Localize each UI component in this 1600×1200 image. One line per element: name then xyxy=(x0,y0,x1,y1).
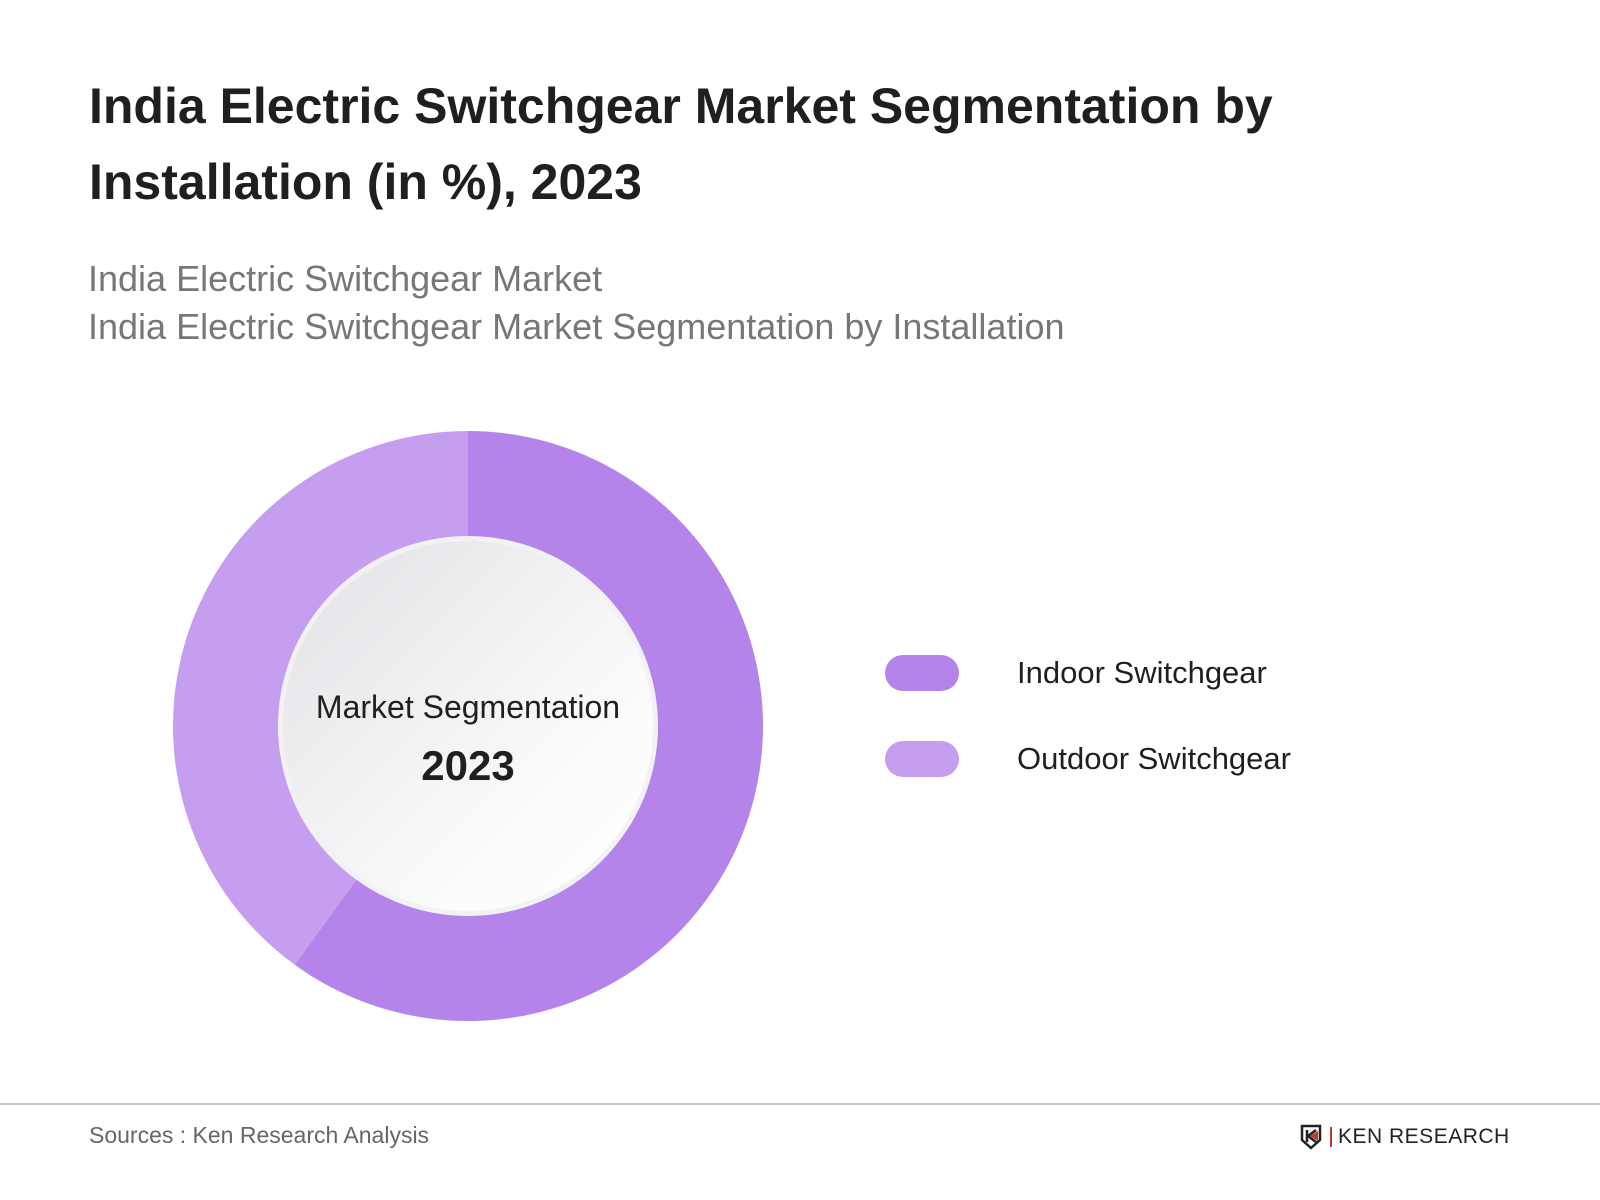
donut-chart: Market Segmentation 2023 xyxy=(172,431,763,1021)
chart-subtitle-2: India Electric Switchgear Market Segment… xyxy=(88,306,1065,347)
ken-research-logo: KEN RESEARCH xyxy=(1300,1124,1510,1150)
center-label: Market Segmentation xyxy=(316,689,620,725)
footer-divider xyxy=(0,1103,1600,1105)
legend-item-indoor: Indoor Switchgear xyxy=(885,655,1267,691)
legend-label: Outdoor Switchgear xyxy=(1017,741,1291,776)
chart-subtitle-1: India Electric Switchgear Market xyxy=(88,258,603,299)
chart-title: India Electric Switchgear Market Segment… xyxy=(89,78,1273,210)
logo-text: KEN RESEARCH xyxy=(1338,1125,1510,1148)
legend-swatch xyxy=(885,655,959,691)
logo-shield-icon xyxy=(1300,1124,1322,1150)
legend-swatch xyxy=(885,741,959,777)
source-note: Sources : Ken Research Analysis xyxy=(89,1122,430,1148)
center-disc xyxy=(283,541,653,911)
legend-label: Indoor Switchgear xyxy=(1017,655,1267,690)
center-year: 2023 xyxy=(421,742,514,789)
legend-item-outdoor: Outdoor Switchgear xyxy=(885,741,1291,777)
